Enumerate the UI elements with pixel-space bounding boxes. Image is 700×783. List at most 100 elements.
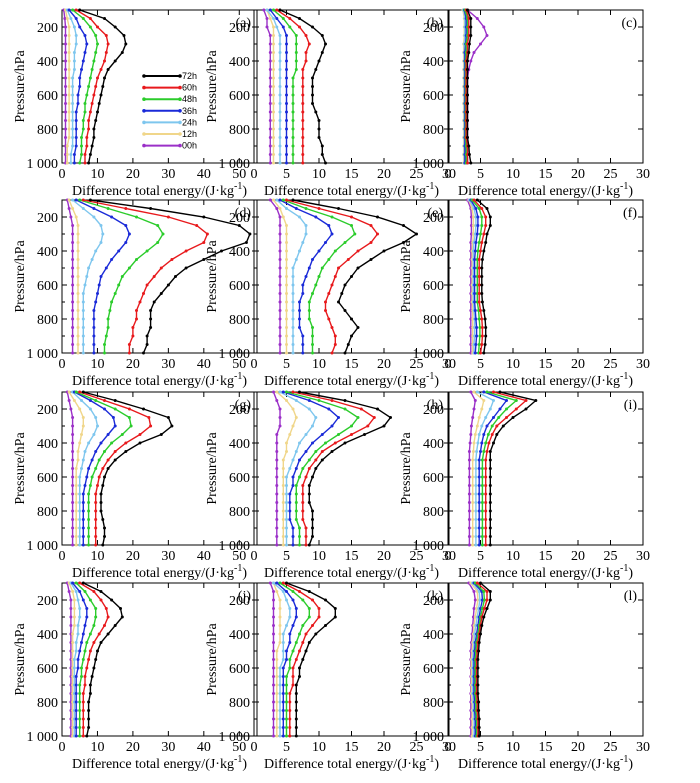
data-point [275,399,279,402]
data-point [272,581,275,585]
data-point [469,59,473,63]
data-point [320,433,324,436]
data-point [484,416,488,419]
x-tick-label: 10 [90,357,104,372]
data-point [324,300,327,304]
data-point [74,692,78,695]
data-point [291,136,295,139]
data-point [466,161,469,165]
series-00h [272,390,282,547]
x-tick-label: 25 [604,357,618,372]
y-tick-label: 1 000 [219,347,251,362]
data-point [64,110,67,114]
data-point [103,76,106,80]
legend-marker [178,97,182,101]
x-tick-label: 5 [283,549,290,564]
data-point [307,484,311,487]
data-point [94,607,98,610]
data-point [88,407,92,411]
data-point [484,241,488,244]
data-point [281,692,285,695]
data-point [366,424,370,428]
data-point [71,8,75,12]
data-point [477,458,481,462]
y-tick-label: 1 000 [413,347,445,362]
data-point [272,136,275,139]
x-tick-label: 20 [571,167,585,182]
data-point [74,17,78,20]
series-48h [470,198,484,355]
data-point [275,433,279,436]
data-point [99,68,103,71]
data-point [278,42,282,46]
series-36h [67,8,89,165]
data-point [285,292,288,295]
data-point [483,317,487,321]
data-point [268,93,272,97]
data-point [64,51,67,54]
data-point [294,607,298,610]
data-point [72,615,76,619]
data-point [304,275,308,278]
data-point [74,144,78,148]
data-point [477,543,481,547]
data-point [110,441,114,445]
x-tick-label: 0 [59,167,66,182]
data-point [473,300,477,304]
data-point [94,399,98,402]
data-point [278,309,282,312]
data-point [272,85,275,88]
data-point [350,424,353,428]
y-tick-label: 800 [229,696,250,711]
data-point [473,275,477,278]
data-point [474,317,478,321]
data-point [474,241,478,244]
data-point [514,407,518,411]
data-point [285,475,288,479]
series-72h [285,581,337,738]
data-point [356,266,360,270]
data-point [81,458,85,462]
data-point [166,283,170,287]
data-point [104,51,108,54]
data-point [81,598,85,602]
data-point [475,334,479,338]
data-point [83,683,87,687]
data-point [471,526,475,530]
y-tick-label: 1 000 [413,730,445,745]
data-point [81,390,85,394]
data-point [278,424,282,428]
series-12h [272,198,288,355]
data-point [78,581,82,585]
data-point [268,8,272,12]
data-point [285,68,288,71]
data-point [119,607,122,610]
data-point [278,59,282,63]
data-point [474,509,478,513]
data-point [285,51,288,54]
series-48h [74,581,98,738]
legend-label: 72h [182,71,197,81]
data-point [480,518,484,521]
data-point [484,535,488,538]
data-point [94,119,98,122]
x-axis-title: Difference total energy/(J·kg-1) [264,371,439,389]
data-point [288,700,292,704]
data-point [65,144,69,148]
x-tick-label: 30 [161,357,175,372]
data-point [469,17,473,20]
x-tick-label: 10 [312,549,326,564]
data-point [275,450,279,453]
data-point [288,492,292,496]
data-point [285,598,288,602]
data-point [477,258,481,261]
data-point [78,161,82,165]
x-axis-title: Difference total energy/(J·kg-1) [458,371,633,389]
data-point [127,407,131,411]
series-36h [72,390,117,547]
data-point [301,658,305,661]
data-point [81,692,85,695]
data-point [497,416,501,419]
data-point [67,68,71,71]
data-point [480,458,484,462]
